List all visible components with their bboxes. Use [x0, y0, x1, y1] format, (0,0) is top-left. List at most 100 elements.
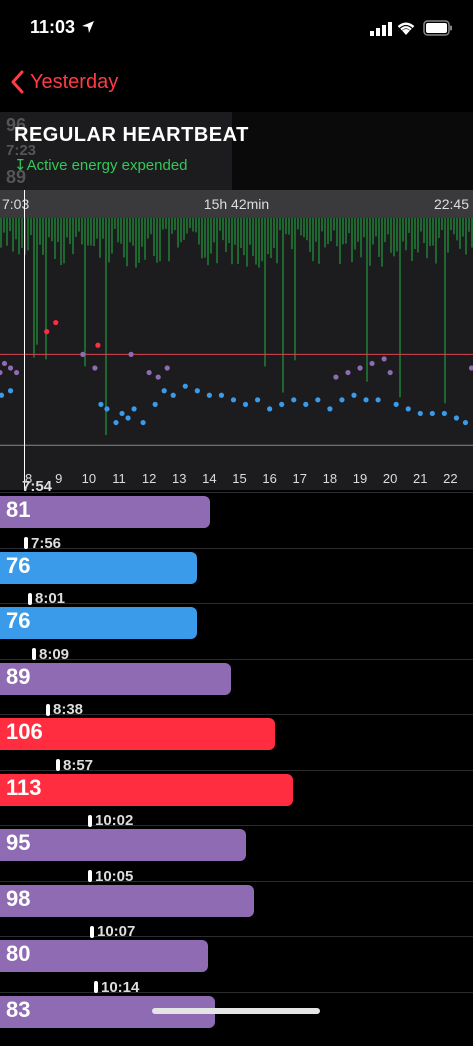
heart-rate-point [387, 369, 393, 376]
activity-bar [192, 218, 194, 232]
row-divider [0, 658, 473, 660]
list-item[interactable]: 10:05 98 [0, 868, 473, 935]
activity-bar [288, 218, 290, 235]
section-subtitle[interactable]: ↧Active energy expended [14, 157, 188, 174]
heart-rate-point [7, 388, 14, 394]
activity-bar [318, 218, 320, 264]
activity-bar [210, 218, 212, 254]
activity-bar [69, 218, 71, 245]
heart-rate-point [315, 397, 321, 403]
heart-rate-chart[interactable] [0, 218, 473, 468]
reading-time-label: 7:56 [31, 534, 62, 552]
heart-rate-point [170, 392, 176, 398]
navigation-bar: Yesterday [0, 60, 473, 110]
heart-rate-point [125, 415, 131, 421]
activity-bar [39, 218, 41, 245]
heart-rate-point [206, 392, 212, 398]
row-divider [0, 825, 473, 826]
heart-rate-point [468, 365, 473, 371]
heart-rate-point [345, 369, 351, 376]
activity-bar [21, 218, 23, 248]
list-item[interactable]: 8:38 106 [0, 701, 473, 768]
activity-bar [249, 218, 251, 245]
activity-bar [135, 218, 137, 268]
hour-tick-label: 16 [262, 471, 277, 486]
reading-bar [0, 773, 294, 806]
heart-rate-point [351, 392, 357, 398]
activity-bar [360, 218, 362, 258]
hour-tick-label: 17 [292, 471, 307, 486]
reading-bar [0, 718, 275, 750]
heart-rate-chart-svg [0, 218, 473, 446]
activity-bar [366, 218, 368, 382]
activity-bar [48, 218, 50, 238]
hour-tick-label: 9 [55, 471, 63, 486]
heart-rate-point [7, 365, 14, 371]
heart-rate-point [230, 397, 237, 403]
activity-bar [12, 218, 14, 252]
reading-time: 8:57 [56, 757, 93, 774]
activity-bar [402, 218, 404, 242]
hour-tick-label: 21 [413, 471, 428, 486]
activity-bar [345, 218, 347, 244]
activity-bar [141, 218, 143, 247]
activity-bar [408, 218, 410, 233]
list-item[interactable]: 10:02 95 [0, 812, 473, 879]
activity-bar [111, 218, 113, 254]
list-item[interactable]: 8:01 76 [0, 590, 473, 657]
activity-bar [183, 218, 185, 240]
activity-bar [0, 218, 2, 248]
activity-bar [147, 218, 149, 239]
activity-bar [258, 218, 260, 268]
heart-rate-point [95, 342, 101, 348]
list-item[interactable]: 7:54 81 [0, 481, 473, 546]
back-button[interactable]: Yesterday [10, 70, 118, 94]
list-item[interactable]: 10:14 83 [0, 979, 473, 1046]
activity-bar [45, 218, 47, 360]
section-title: REGULAR HEARTBEAT [14, 124, 249, 146]
activity-bar [393, 218, 395, 257]
row-divider [0, 547, 473, 549]
activity-bar [219, 218, 221, 231]
activity-bar [168, 218, 170, 262]
activity-bar [450, 218, 452, 231]
activity-bar [348, 218, 350, 234]
hour-tick-label: 11 [112, 471, 126, 486]
list-item[interactable]: 8:57 113 [0, 757, 473, 824]
reading-bar [0, 829, 247, 861]
reading-bar [0, 607, 198, 639]
time-marker-icon [32, 648, 36, 660]
chart-cursor-line[interactable] [24, 190, 25, 490]
activity-bar [42, 218, 44, 255]
list-item[interactable]: 10:07 80 [0, 923, 473, 990]
activity-bar [369, 218, 371, 266]
activity-bar [306, 218, 308, 241]
list-item[interactable]: 7:56 76 [0, 535, 473, 602]
activity-bar [267, 218, 269, 255]
activity-bar [156, 218, 158, 263]
activity-bar [231, 218, 233, 265]
heart-rate-point [164, 365, 170, 371]
activity-bar [411, 218, 413, 262]
list-item[interactable]: 8:09 89 [0, 646, 473, 713]
activity-bar [123, 218, 125, 258]
home-indicator[interactable] [152, 1008, 320, 1014]
reading-bar [0, 551, 198, 584]
hour-tick-label: 8 [24, 471, 33, 486]
heart-rate-point [53, 319, 59, 326]
reading-value: 106 [6, 719, 43, 744]
activity-bar [237, 218, 239, 264]
activity-bar [465, 218, 467, 255]
activity-bar [441, 218, 443, 231]
activity-bar [327, 218, 329, 245]
activity-bar [390, 218, 392, 253]
hour-tick-label: 20 [382, 471, 398, 486]
activity-bar [339, 218, 341, 265]
location-arrow-icon [82, 21, 94, 33]
time-marker-icon [28, 592, 32, 605]
activity-bar [198, 218, 200, 245]
time-marker-icon [56, 759, 60, 771]
activity-bar [357, 218, 359, 242]
heart-rate-point [104, 406, 110, 412]
activity-bar [414, 218, 416, 250]
